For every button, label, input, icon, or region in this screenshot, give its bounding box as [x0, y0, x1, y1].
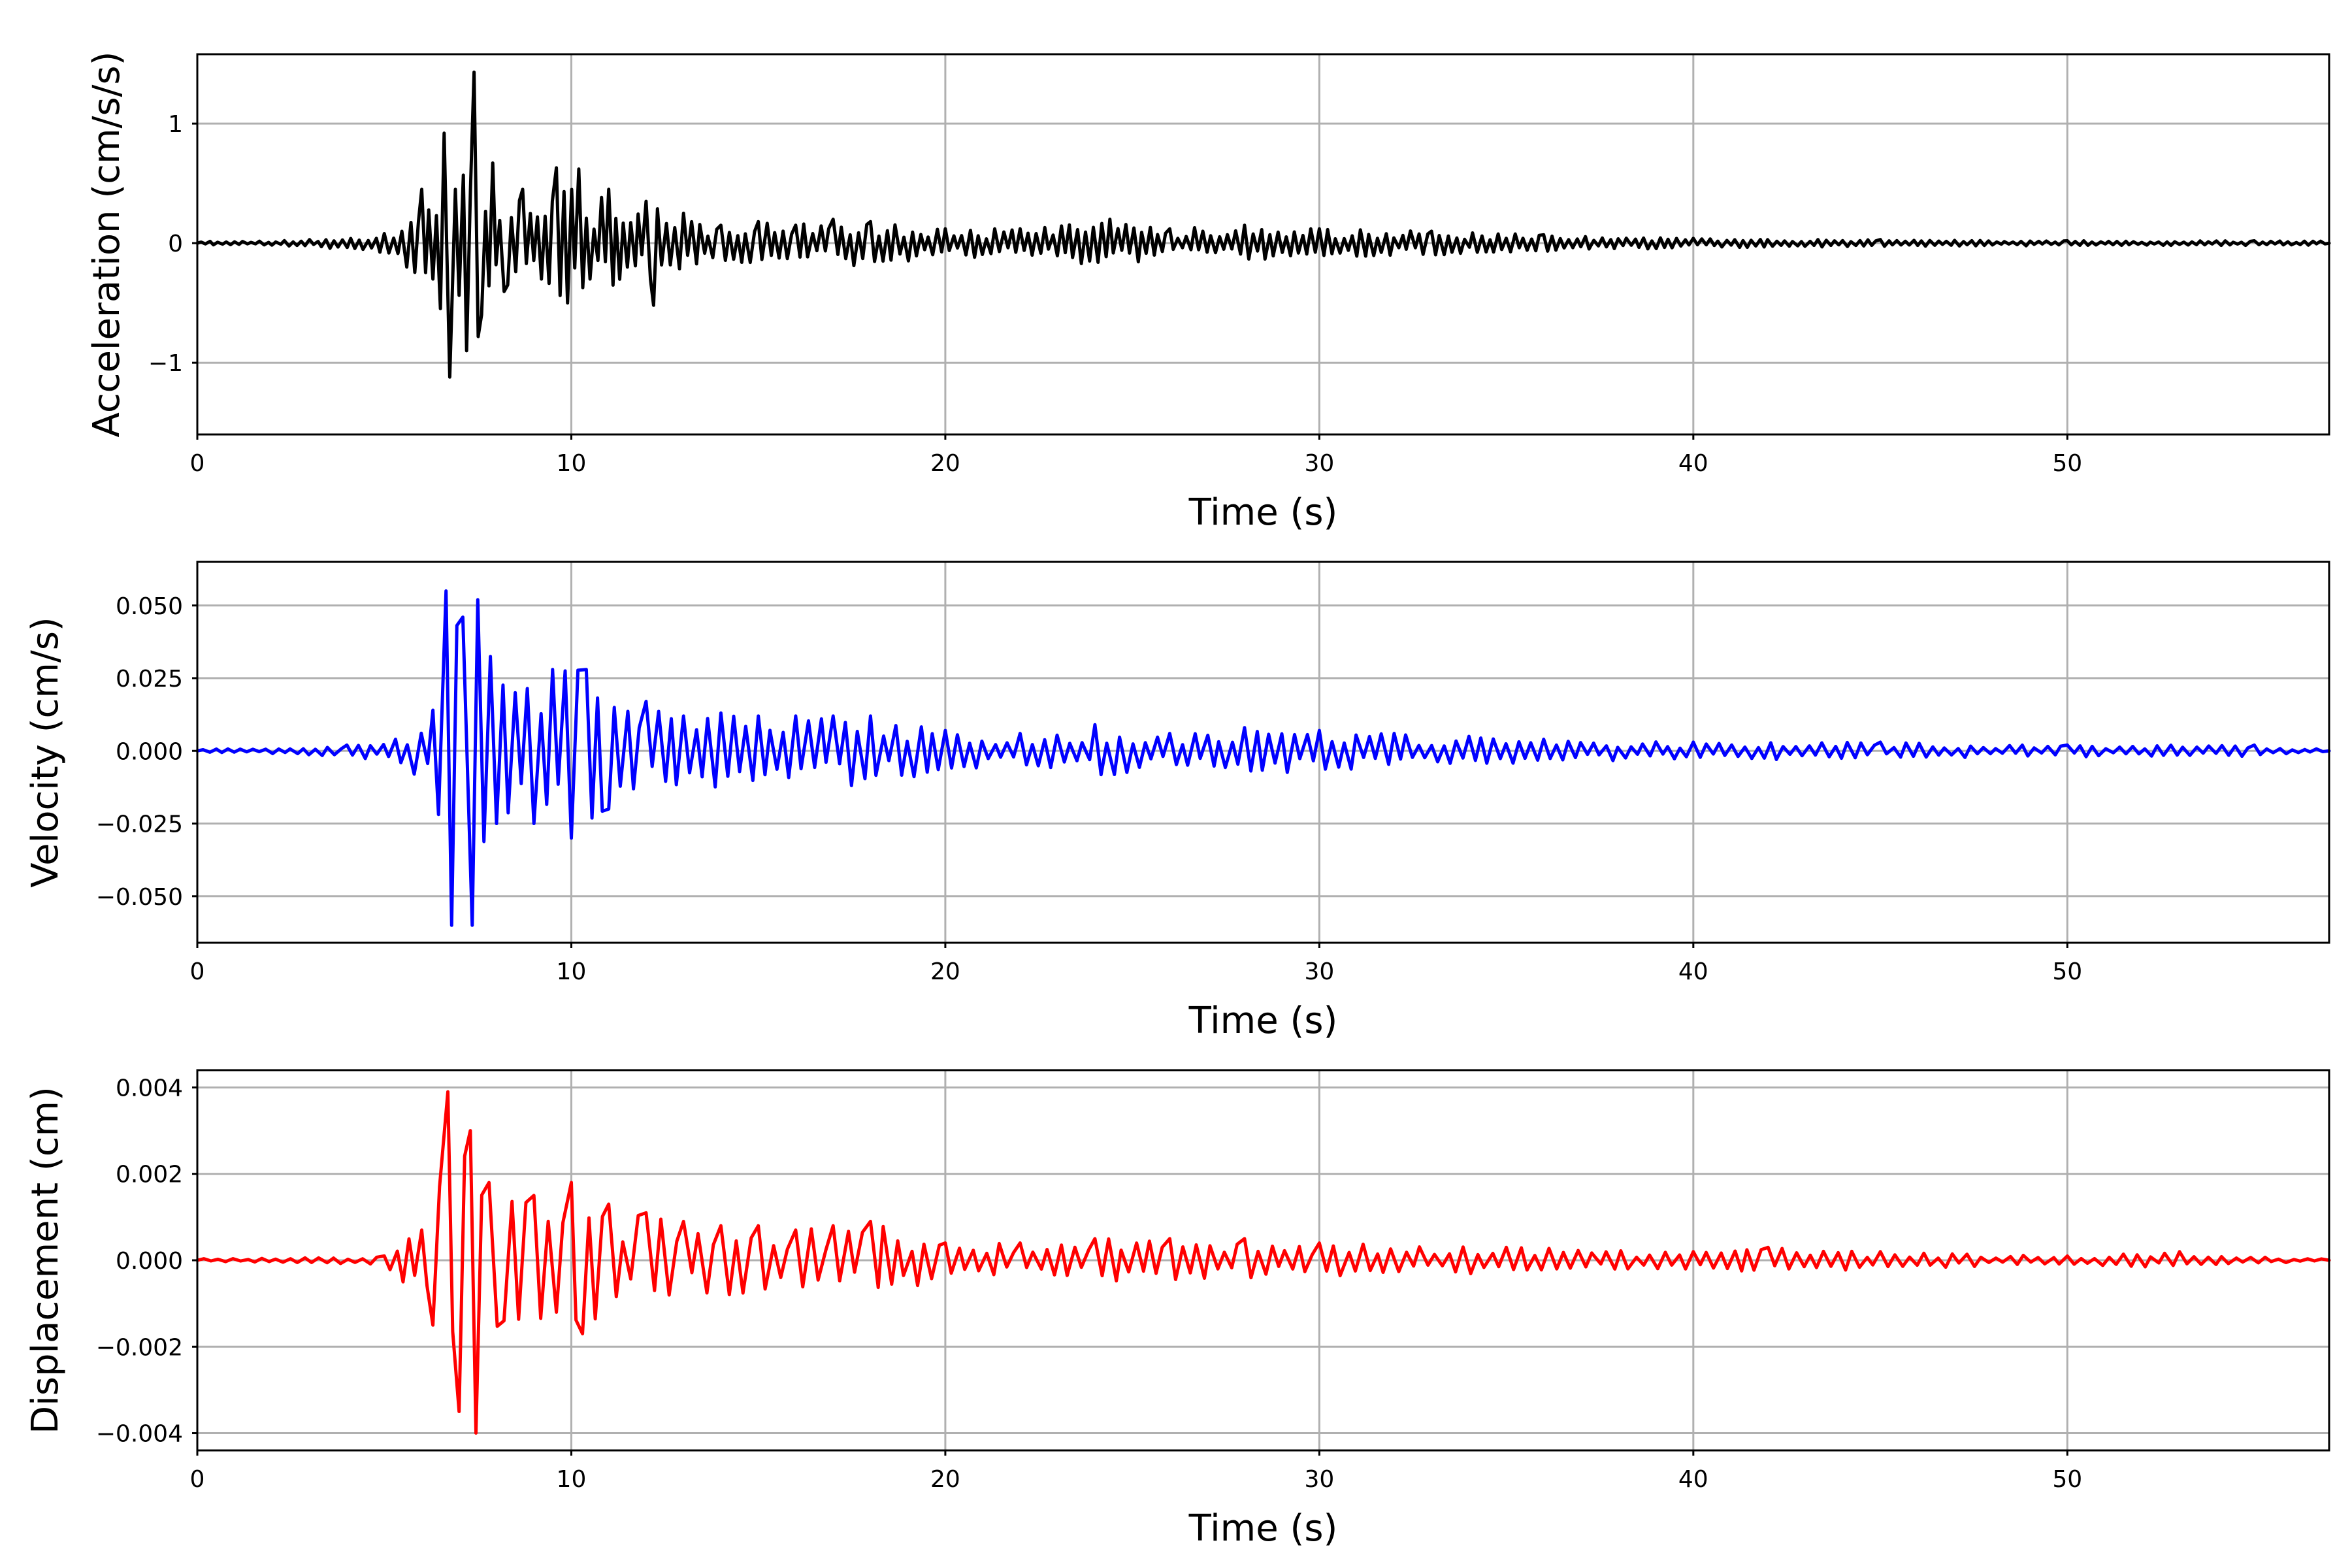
x-axis-label: Time (s) [1188, 1507, 1338, 1550]
y-axis-label: Velocity (cm/s) [24, 617, 67, 888]
y-tick-label: 0.004 [116, 1075, 183, 1102]
x-tick-label: 30 [1304, 958, 1334, 985]
x-tick-label: 40 [1678, 1466, 1708, 1493]
y-tick-label: −0.002 [96, 1334, 183, 1361]
x-tick-label: 10 [557, 450, 587, 477]
y-tick-label: 1 [168, 111, 183, 138]
x-tick-label: 20 [930, 450, 960, 477]
x-tick-label: 20 [930, 1466, 960, 1493]
x-tick-label: 0 [190, 958, 205, 985]
x-tick-label: 40 [1678, 450, 1708, 477]
x-tick-label: 0 [190, 1466, 205, 1493]
y-axis-label: Displacement (cm) [24, 1086, 67, 1434]
y-tick-label: 0 [168, 231, 183, 257]
x-tick-label: 50 [2052, 958, 2082, 985]
x-tick-label: 50 [2052, 1466, 2082, 1493]
y-tick-label: −0.050 [96, 884, 183, 911]
x-axis-label: Time (s) [1188, 1000, 1338, 1042]
y-tick-label: 0.025 [116, 666, 183, 693]
x-tick-label: 10 [557, 1466, 587, 1493]
x-tick-label: 20 [930, 958, 960, 985]
y-tick-label: −0.025 [96, 811, 183, 838]
x-tick-label: 0 [190, 450, 205, 477]
x-tick-label: 50 [2052, 450, 2082, 477]
y-tick-label: −1 [148, 350, 183, 377]
x-axis-label: Time (s) [1188, 491, 1338, 534]
x-tick-label: 40 [1678, 958, 1708, 985]
y-axis-label: Acceleration (cm/s/s) [86, 52, 128, 438]
x-tick-label: 10 [557, 958, 587, 985]
y-tick-label: 0.000 [116, 1248, 183, 1275]
y-tick-label: 0.002 [116, 1162, 183, 1188]
x-tick-label: 30 [1304, 1466, 1334, 1493]
y-tick-label: 0.000 [116, 738, 183, 765]
y-tick-label: 0.050 [116, 593, 183, 620]
y-tick-label: −0.004 [96, 1421, 183, 1448]
x-tick-label: 30 [1304, 450, 1334, 477]
